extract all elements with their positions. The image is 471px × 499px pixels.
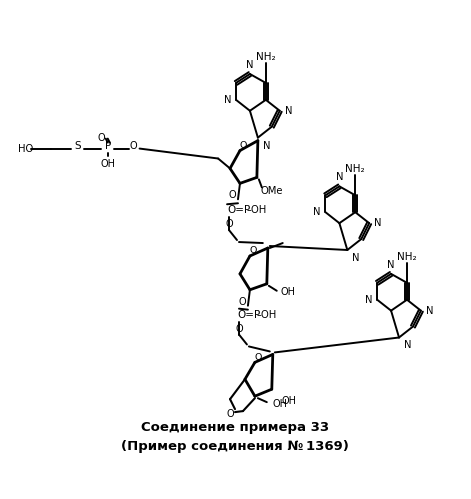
Text: N: N [263, 141, 270, 151]
Text: Соединение примера 33: Соединение примера 33 [141, 421, 329, 434]
Text: O: O [254, 353, 261, 362]
Text: NH₂: NH₂ [256, 52, 276, 62]
Text: OH: OH [273, 399, 288, 409]
Text: N: N [352, 253, 360, 263]
Text: N: N [365, 295, 372, 305]
Text: N: N [246, 60, 254, 70]
Text: S: S [74, 141, 81, 151]
Text: –OH: –OH [247, 205, 267, 215]
Text: O: O [225, 219, 233, 229]
Text: NH₂: NH₂ [397, 252, 417, 262]
Text: OH: OH [281, 287, 296, 297]
Text: O: O [249, 247, 257, 255]
Text: N: N [224, 95, 231, 105]
Text: P: P [105, 141, 111, 151]
Text: –OH: –OH [257, 310, 277, 320]
Text: O: O [238, 297, 246, 307]
Text: O: O [235, 323, 243, 333]
Text: N: N [374, 218, 382, 228]
Text: OMe: OMe [261, 186, 284, 196]
Text: O: O [239, 141, 247, 150]
Text: N: N [426, 306, 433, 316]
Text: NH₂: NH₂ [345, 164, 365, 175]
Text: O: O [228, 190, 236, 200]
Text: O=P: O=P [227, 205, 250, 215]
Text: O: O [97, 133, 105, 143]
Text: N: N [404, 340, 412, 350]
Text: N: N [336, 172, 343, 182]
Text: (Пример соединения № 1369): (Пример соединения № 1369) [121, 441, 349, 454]
Text: O=P: O=P [237, 310, 260, 320]
Text: O: O [226, 409, 234, 419]
Text: O: O [130, 141, 138, 151]
Text: OH: OH [100, 159, 115, 169]
Text: HO: HO [18, 144, 33, 154]
Text: N: N [284, 106, 292, 116]
Text: N: N [387, 260, 395, 270]
Text: N: N [313, 207, 320, 217]
Text: OH: OH [282, 396, 297, 406]
